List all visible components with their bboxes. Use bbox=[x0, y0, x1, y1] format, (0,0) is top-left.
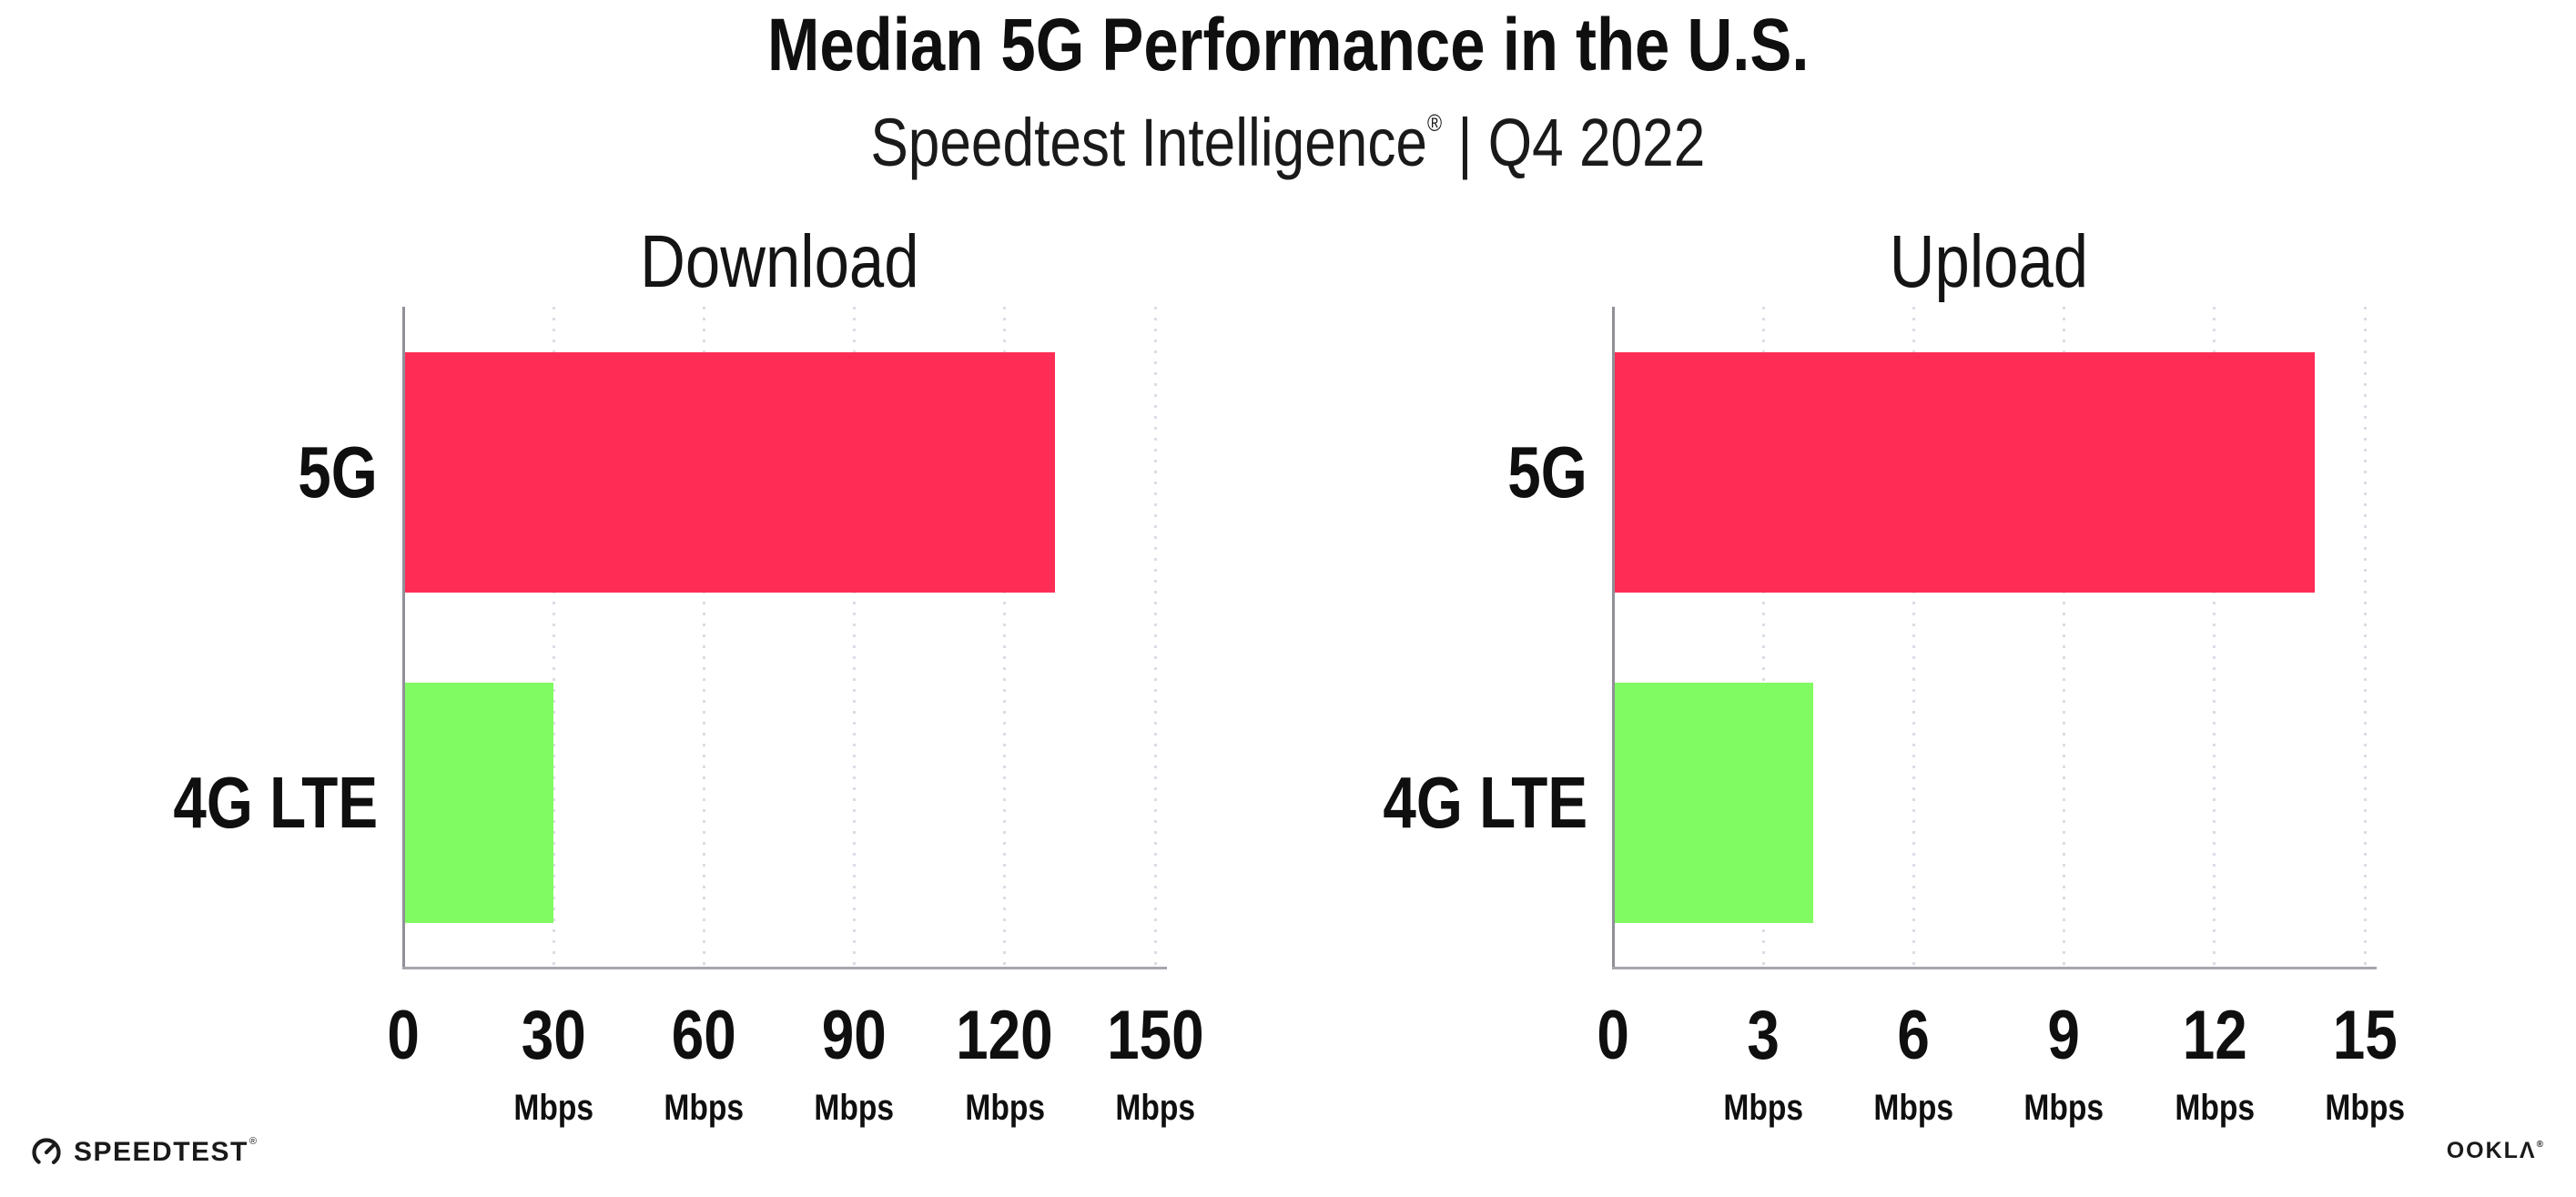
category-label-4g-lte: 4G LTE bbox=[173, 761, 378, 843]
upload-bar-4g-lte bbox=[1613, 682, 1814, 923]
speedtest-registered-mark: ® bbox=[248, 1136, 257, 1147]
download-category-labels: 5G 4G LTE bbox=[86, 307, 378, 968]
registered-trademark-mark: ® bbox=[1427, 109, 1443, 137]
download-plot-area bbox=[402, 307, 1167, 969]
gridline-15 bbox=[2363, 307, 2367, 968]
download-x-axis-line bbox=[402, 967, 1167, 969]
upload-y-axis-line bbox=[1612, 307, 1615, 968]
x-tick-unit-3: Mbps bbox=[1723, 1088, 1804, 1128]
download-y-axis-line bbox=[402, 307, 405, 968]
x-tick-unit-12: Mbps bbox=[2174, 1088, 2255, 1128]
figure-subtitle-text: Speedtest Intelligence® | Q4 2022 bbox=[871, 82, 1706, 184]
speedtest-wordmark: SPEEDTEST bbox=[74, 1137, 248, 1167]
gridline-120 bbox=[1003, 307, 1007, 968]
x-tick-6: 6 bbox=[1897, 997, 1931, 1074]
figure-title-text: Median 5G Performance in the U.S. bbox=[766, 4, 1810, 86]
subtitle-brand: Speedtest Intelligence bbox=[870, 105, 1428, 180]
upload-category-labels: 5G 4G LTE bbox=[1296, 307, 1587, 968]
upload-x-axis-line bbox=[1612, 967, 2377, 969]
subtitle-period: | Q4 2022 bbox=[1442, 105, 1706, 180]
ookla-logo: OOKLΛ® bbox=[2447, 1138, 2543, 1164]
ookla-wordmark: OOKLΛ bbox=[2446, 1138, 2537, 1163]
x-tick-0: 0 bbox=[387, 997, 420, 1074]
figure-title: Median 5G Performance in the U.S. bbox=[0, 2, 2576, 89]
x-tick-60: 60 bbox=[671, 997, 736, 1074]
speedtest-gauge-icon bbox=[32, 1138, 61, 1167]
x-tick-unit-120: Mbps bbox=[964, 1088, 1045, 1128]
figure-subtitle: Speedtest Intelligence® | Q4 2022 bbox=[0, 82, 2576, 180]
x-tick-30: 30 bbox=[521, 997, 586, 1074]
ookla-registered-mark: ® bbox=[2536, 1140, 2543, 1150]
gridline-9 bbox=[2063, 307, 2066, 968]
upload-bar-5g bbox=[1613, 351, 2315, 593]
x-tick-unit-6: Mbps bbox=[1873, 1088, 1954, 1128]
gridline-30 bbox=[552, 307, 555, 968]
gridline-90 bbox=[853, 307, 857, 968]
gridline-6 bbox=[1912, 307, 1915, 968]
x-tick-unit-30: Mbps bbox=[513, 1088, 594, 1128]
x-tick-0: 0 bbox=[1597, 997, 1629, 1074]
category-label-5g: 5G bbox=[1507, 431, 1587, 512]
x-tick-150: 150 bbox=[1106, 997, 1204, 1074]
x-tick-12: 12 bbox=[2182, 997, 2247, 1074]
gridline-3 bbox=[1761, 307, 1765, 968]
upload-chart-title: Upload bbox=[1889, 220, 2089, 303]
category-label-4g-lte: 4G LTE bbox=[1383, 761, 1587, 843]
speedtest-logo: SPEEDTEST ® bbox=[30, 1129, 257, 1176]
download-bar-4g-lte bbox=[403, 682, 554, 923]
download-bar-5g bbox=[403, 351, 1055, 593]
x-tick-90: 90 bbox=[822, 997, 887, 1074]
x-tick-unit-90: Mbps bbox=[814, 1088, 895, 1128]
category-label-5g: 5G bbox=[298, 431, 378, 512]
x-tick-120: 120 bbox=[956, 997, 1054, 1074]
x-tick-unit-9: Mbps bbox=[2023, 1088, 2104, 1128]
x-tick-unit-60: Mbps bbox=[664, 1088, 745, 1128]
x-tick-unit-150: Mbps bbox=[1115, 1088, 1195, 1128]
x-tick-3: 3 bbox=[1747, 997, 1780, 1074]
gridline-12 bbox=[2213, 307, 2216, 968]
gridline-150 bbox=[1153, 307, 1157, 968]
x-tick-unit-15: Mbps bbox=[2325, 1088, 2405, 1128]
x-tick-15: 15 bbox=[2332, 997, 2398, 1074]
upload-plot-area bbox=[1612, 307, 2377, 969]
download-chart-title: Download bbox=[639, 220, 919, 303]
x-tick-9: 9 bbox=[2047, 997, 2081, 1074]
gridline-60 bbox=[702, 307, 705, 968]
